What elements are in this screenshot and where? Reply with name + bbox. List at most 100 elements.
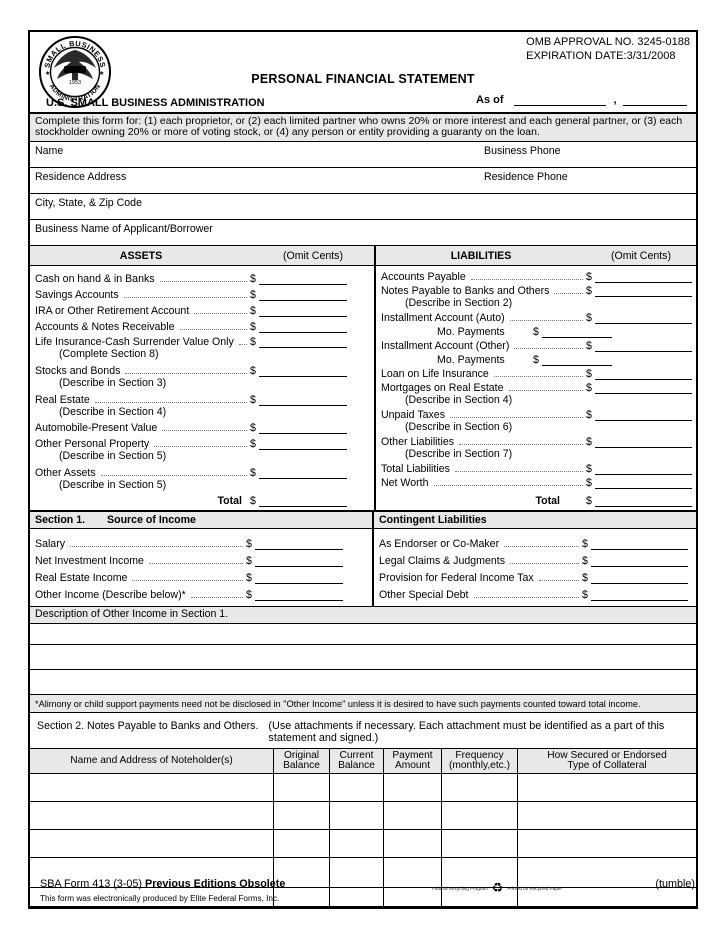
noteholder-cell[interactable]: [384, 888, 442, 908]
alimony-footnote: *Alimony or child support payments need …: [30, 695, 696, 714]
amount-blank[interactable]: [590, 589, 688, 602]
residence-address-input[interactable]: [30, 168, 696, 193]
noteholder-cell[interactable]: [274, 802, 330, 831]
noteholder-cell[interactable]: [330, 802, 384, 831]
noteholder-cell[interactable]: [442, 858, 518, 889]
dot-leader: [473, 597, 579, 599]
description-blank-row[interactable]: [30, 670, 696, 696]
amount-blank[interactable]: [258, 467, 347, 479]
noteholder-cell[interactable]: [384, 858, 442, 889]
noteholders-table-header: Name and Address of Noteholder(s) Origina…: [30, 749, 696, 775]
noteholder-cell[interactable]: [30, 802, 274, 831]
amount-blank[interactable]: [258, 422, 347, 435]
amount-blank[interactable]: [258, 305, 347, 317]
line-item-label: Installment Account (Auto): [381, 312, 505, 325]
amount-blank[interactable]: [258, 365, 347, 378]
mo-payments-label: Mo. Payments: [437, 326, 505, 339]
amount-blank[interactable]: [258, 321, 347, 333]
noteholder-cell[interactable]: [442, 774, 518, 803]
amount-blank[interactable]: [258, 336, 347, 349]
name-input[interactable]: [30, 142, 696, 167]
table-row: [30, 802, 696, 831]
noteholder-cell[interactable]: [30, 858, 274, 889]
column-header-how-secured-or-endorsed: How Secured or Endorsed Type of Collatera…: [518, 749, 696, 775]
mo-payments-blank[interactable]: [541, 326, 612, 339]
table-row: [30, 774, 696, 803]
noteholder-cell[interactable]: [384, 774, 442, 803]
noteholder-cell[interactable]: [442, 888, 518, 908]
line-item-label: As Endorser or Co-Maker: [379, 538, 500, 551]
dot-leader: [238, 344, 247, 346]
line-item-row: Notes Payable to Banks and Others $: [381, 283, 696, 298]
noteholder-cell[interactable]: [274, 888, 330, 908]
amount-blank[interactable]: [594, 382, 692, 395]
amount-blank[interactable]: [594, 340, 692, 353]
amount-field: $: [250, 422, 347, 435]
column-header-payment: Payment Amount: [384, 749, 442, 775]
as-of-separator: ,: [613, 94, 617, 106]
noteholder-cell[interactable]: [30, 830, 274, 859]
noteholder-cell[interactable]: [518, 830, 696, 859]
noteholder-cell[interactable]: [274, 830, 330, 859]
as-of-date-blank[interactable]: [513, 93, 606, 106]
amount-blank[interactable]: [594, 312, 692, 325]
total-amount-blank[interactable]: [258, 495, 347, 508]
amount-blank[interactable]: [254, 555, 343, 568]
amount-blank[interactable]: [258, 394, 347, 406]
noteholder-cell[interactable]: [384, 802, 442, 831]
noteholder-cell[interactable]: [518, 774, 696, 803]
noteholder-cell[interactable]: [330, 774, 384, 803]
amount-blank[interactable]: [594, 271, 692, 284]
noteholder-cell[interactable]: [274, 858, 330, 889]
dollar-sign: $: [586, 340, 592, 353]
line-item-row: Total Liabilities $: [381, 461, 696, 476]
noteholder-cell[interactable]: [330, 830, 384, 859]
amount-blank[interactable]: [258, 289, 347, 301]
amount-blank[interactable]: [254, 572, 343, 585]
amount-blank[interactable]: [590, 572, 688, 585]
assets-rows: Cash on hand & in Banks $ Savings Accounts…: [30, 266, 374, 510]
amount-blank[interactable]: [254, 589, 343, 602]
as-of-label: As of: [476, 94, 504, 106]
noteholder-cell[interactable]: [518, 888, 696, 908]
amount-blank[interactable]: [594, 368, 692, 381]
noteholder-cell[interactable]: [30, 774, 274, 803]
total-amount-blank[interactable]: [594, 495, 692, 508]
noteholder-cell[interactable]: [330, 888, 384, 908]
amount-field: $: [586, 436, 692, 449]
description-blank-row[interactable]: [30, 645, 696, 671]
amount-blank[interactable]: [594, 463, 692, 476]
line-item-row: Real Estate $: [35, 390, 374, 406]
line-item-label: Accounts Payable: [381, 271, 466, 284]
noteholder-cell[interactable]: [442, 802, 518, 831]
amount-blank[interactable]: [594, 285, 692, 298]
noteholder-cell[interactable]: [30, 888, 274, 908]
mo-payments-blank[interactable]: [541, 354, 612, 367]
line-item-label: Legal Claims & Judgments: [379, 555, 506, 568]
noteholder-cell[interactable]: [384, 830, 442, 859]
dollar-sign: $: [250, 495, 256, 508]
noteholder-cell[interactable]: [330, 858, 384, 889]
obsolete-note: Previous Editions Obsolete: [145, 878, 286, 890]
as-of-year-blank[interactable]: [622, 93, 687, 106]
noteholder-cell[interactable]: [442, 830, 518, 859]
noteholder-cell[interactable]: [274, 774, 330, 803]
line-item-label: Savings Accounts: [35, 289, 119, 301]
amount-blank[interactable]: [594, 409, 692, 422]
amount-blank[interactable]: [590, 555, 688, 568]
amount-blank[interactable]: [258, 438, 347, 451]
amount-blank[interactable]: [254, 538, 343, 551]
amount-blank[interactable]: [258, 273, 347, 286]
amount-blank[interactable]: [594, 436, 692, 449]
amount-field: $: [582, 572, 688, 585]
noteholder-cell[interactable]: [518, 802, 696, 831]
amount-blank[interactable]: [590, 538, 688, 551]
sba-seal-icon: SMALL BUSINESS ADMINISTRATION ★ ★ 1953: [39, 36, 111, 108]
instructions-text: Complete this form for: (1) each proprie…: [30, 114, 696, 143]
dollar-sign: $: [586, 368, 592, 381]
amount-blank[interactable]: [594, 477, 692, 490]
noteholder-cell[interactable]: [518, 858, 696, 889]
name-label: Name: [35, 145, 64, 158]
line-item-row: Mortgages on Real Estate $: [381, 380, 696, 395]
description-blank-row[interactable]: [30, 624, 696, 646]
